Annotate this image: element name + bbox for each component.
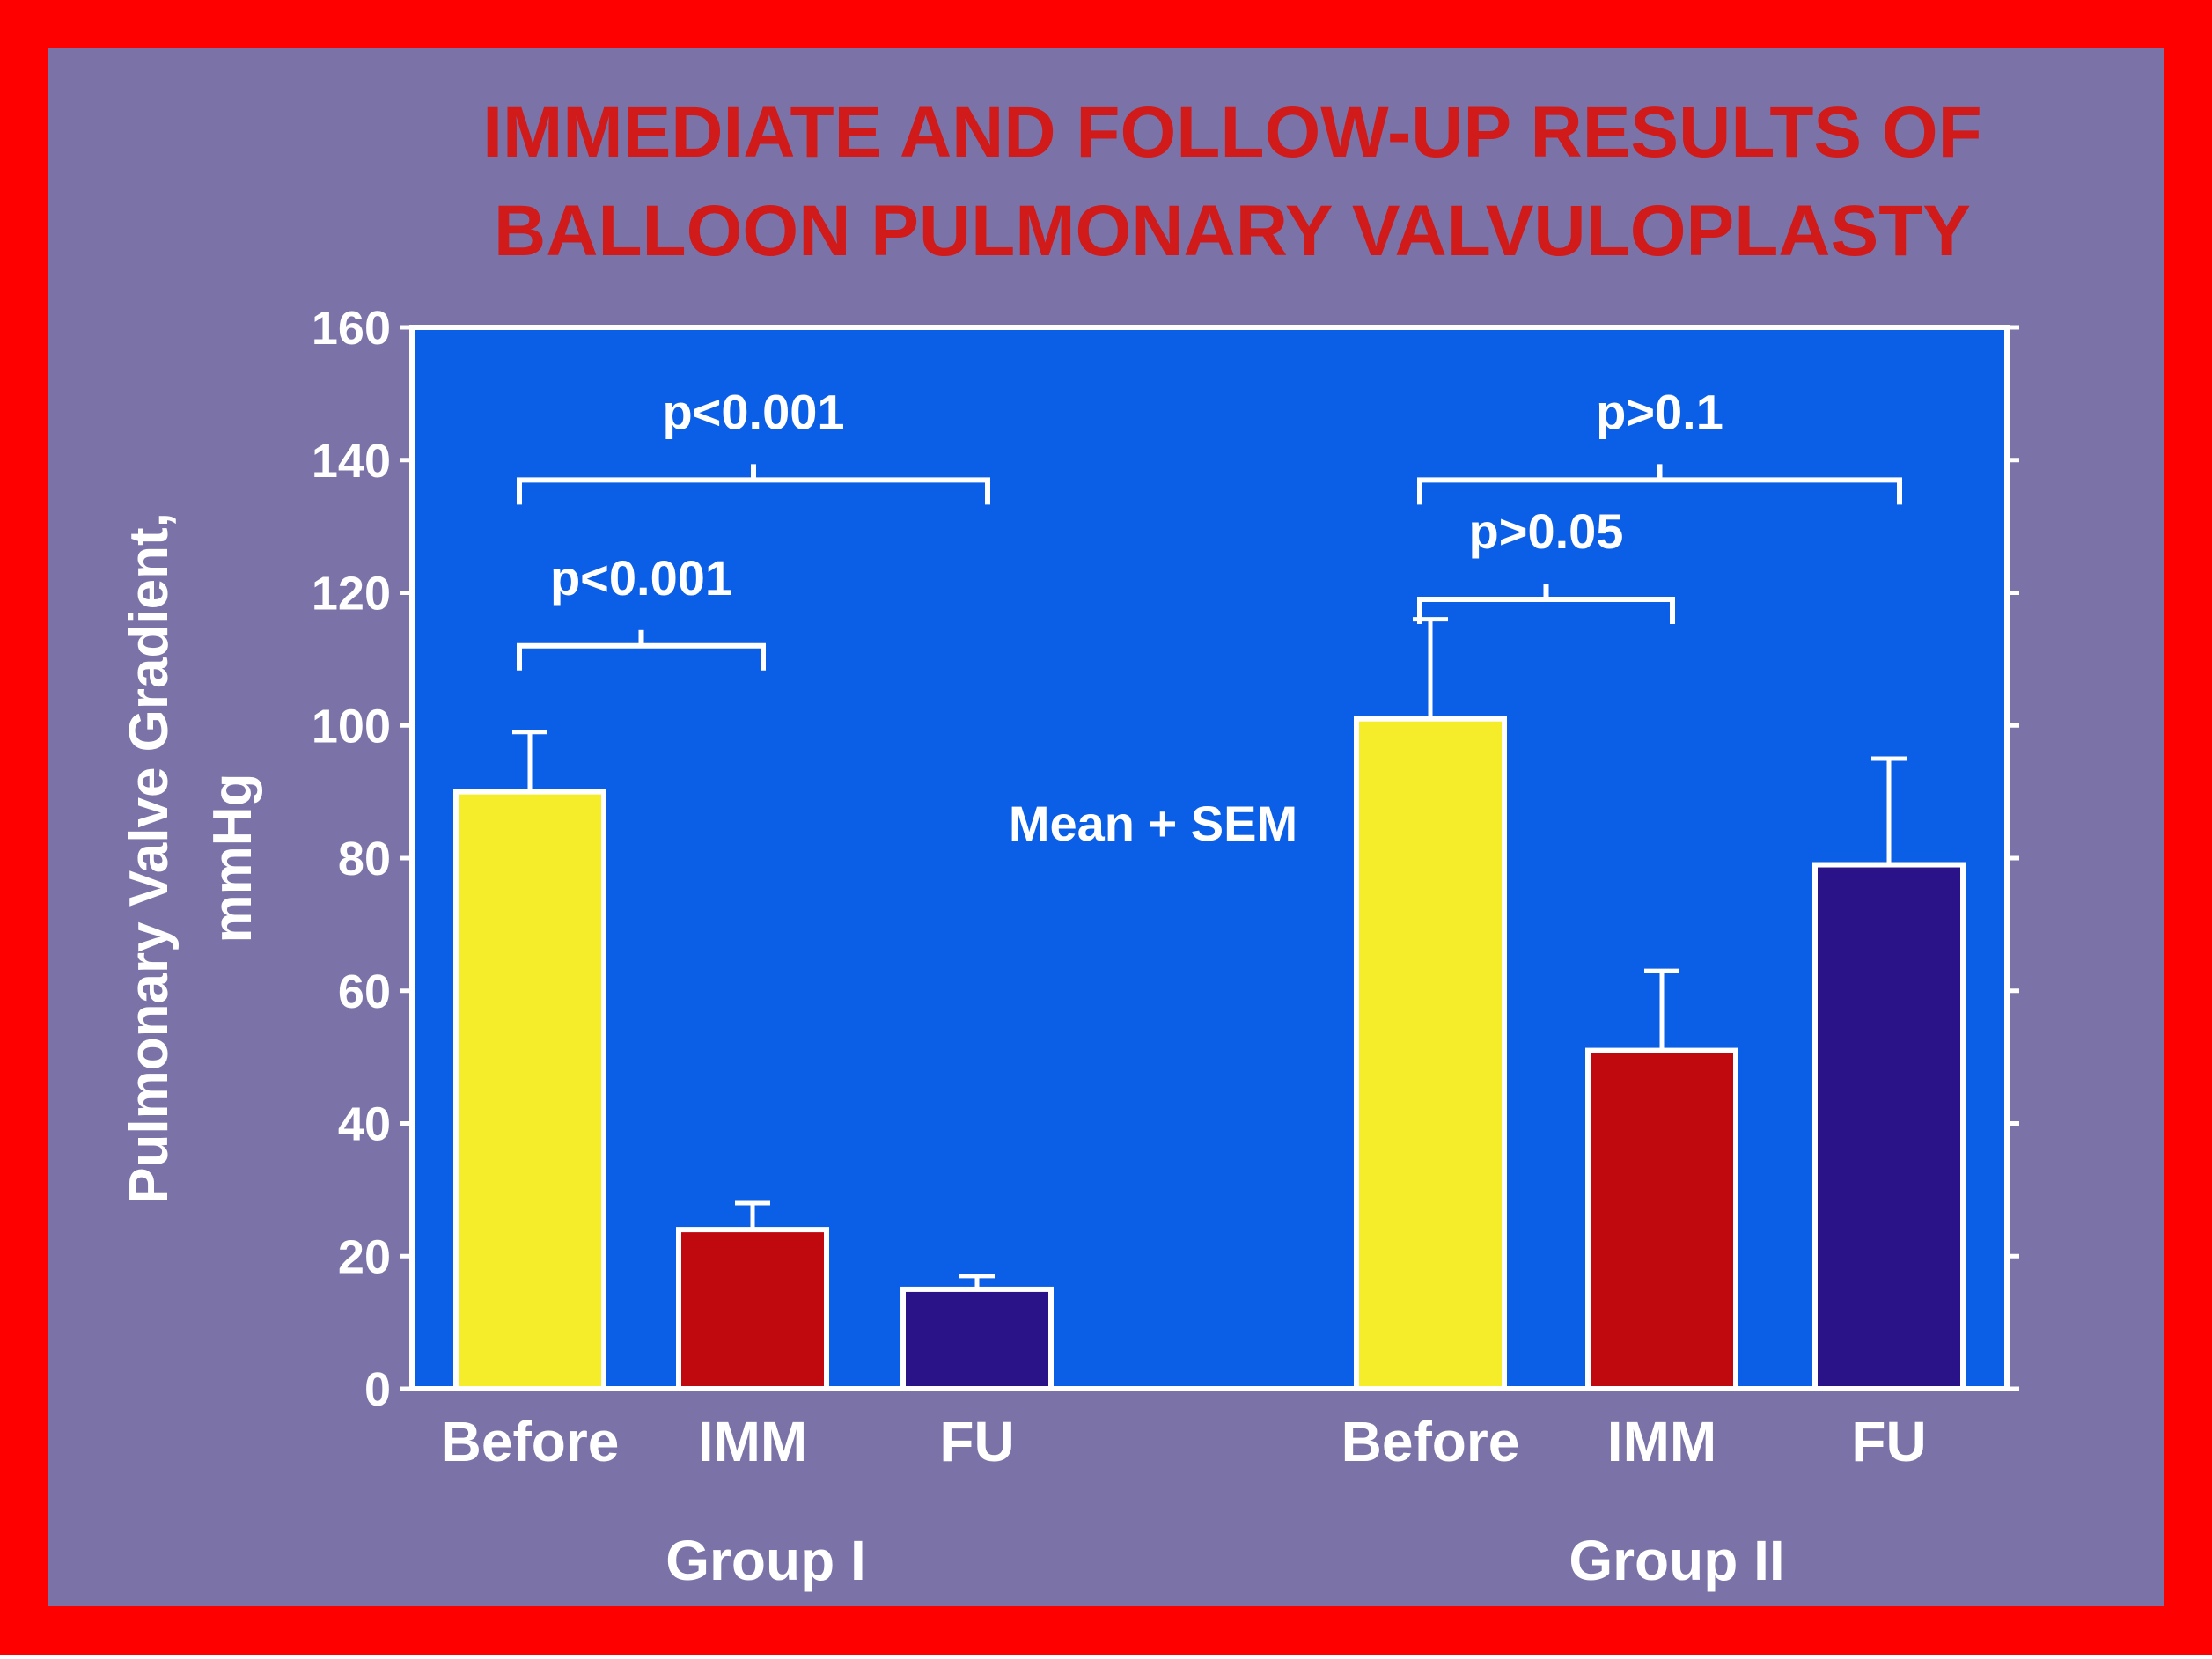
p-value-label: p<0.001 [662,384,844,439]
y-tick-label: 60 [338,965,391,1018]
y-tick-label: 120 [312,568,391,620]
group-label: Group I [665,1529,866,1592]
slide-title-line1: IMMEDIATE AND FOLLOW-UP RESULTS OF [482,92,1982,173]
bar [1354,716,1507,1391]
y-axis-title-line2: mmHg [202,774,263,943]
p-value-label: p>0.05 [1469,503,1624,559]
y-tick-label: 40 [338,1098,391,1151]
bar [1585,1047,1738,1392]
y-axis: 0 20 40 60 80 100 120 140 160 [312,302,2019,1416]
x-tick-label: IMM [698,1410,807,1473]
bar [1812,862,1966,1391]
plot-area [409,325,2010,1391]
y-tick-label: 0 [364,1363,391,1416]
x-labels-layer: Before IMM FU Group I Before IMM FU Group II [441,1410,1927,1592]
y-tick-label: 20 [338,1230,391,1283]
y-axis-title-line1: Pulmonary Valve Gradient, [119,512,180,1204]
bar [453,789,606,1391]
y-tick-label: 80 [338,833,391,885]
slide-title-line2: BALLOON PULMONARY VALVULOPLASTY [494,191,1971,271]
bars-layer [453,617,1966,1392]
p-value-label: p<0.001 [550,550,732,606]
x-tick-label: Before [441,1410,620,1473]
x-tick-label: IMM [1607,1410,1716,1473]
x-tick-label: FU [1851,1410,1926,1473]
annotation-mean-sem: Mean + SEM [1009,796,1297,851]
brackets-layer: p<0.001 p<0.001 p>0.05 p>0.1 [517,384,1902,671]
p-value-label: p>0.1 [1596,384,1723,439]
group-label: Group II [1569,1529,1784,1592]
x-tick-label: Before [1341,1410,1520,1473]
y-tick-label: 140 [312,435,391,488]
y-tick-label: 100 [312,700,391,752]
bar [676,1227,829,1391]
x-tick-label: FU [939,1410,1014,1473]
bar [900,1286,1054,1391]
y-tick-label: 160 [312,302,391,355]
